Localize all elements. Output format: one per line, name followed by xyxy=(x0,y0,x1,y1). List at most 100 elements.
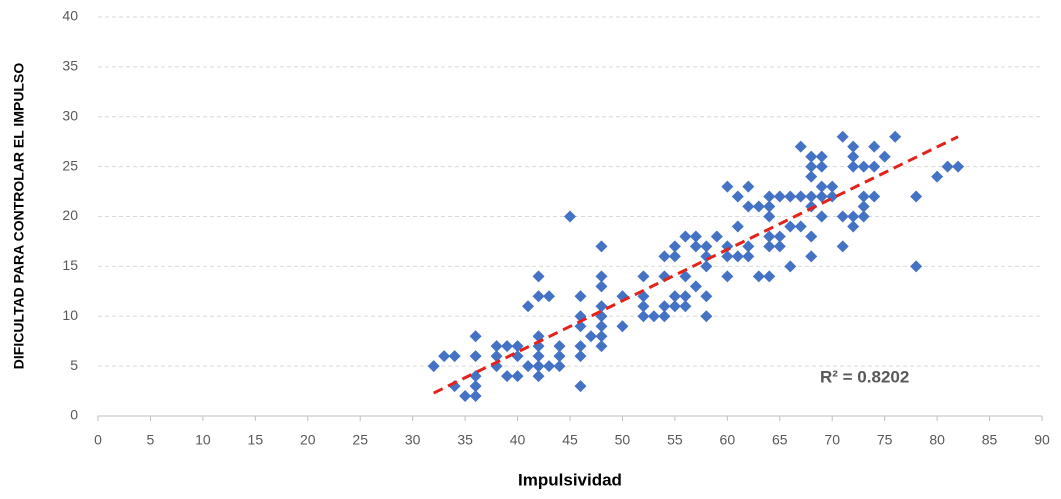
x-tick-label: 80 xyxy=(929,432,945,448)
point xyxy=(679,290,692,303)
x-tick-label: 25 xyxy=(352,432,368,448)
point xyxy=(668,250,681,263)
x-axis-title: Impulsividad xyxy=(518,470,622,489)
y-tick-label: 0 xyxy=(70,407,78,423)
point xyxy=(574,320,587,333)
point xyxy=(595,240,608,253)
x-tick-label: 55 xyxy=(667,432,683,448)
point xyxy=(752,270,765,283)
point xyxy=(438,350,451,363)
x-tick-label: 15 xyxy=(248,432,264,448)
point xyxy=(857,210,870,223)
point xyxy=(616,320,629,333)
point xyxy=(847,150,860,163)
x-tick-label: 5 xyxy=(147,432,155,448)
point xyxy=(742,240,755,253)
point xyxy=(595,280,608,293)
y-tick-label: 15 xyxy=(62,257,78,273)
point xyxy=(469,370,482,383)
y-axis-title: DIFICULTAD PARA CONTROLAR EL IMPULSO xyxy=(11,63,27,370)
point xyxy=(910,190,923,203)
point xyxy=(805,150,818,163)
point xyxy=(847,140,860,153)
point xyxy=(752,200,765,213)
point xyxy=(784,190,797,203)
point xyxy=(553,340,566,353)
point xyxy=(637,300,650,313)
point xyxy=(910,260,923,273)
point xyxy=(836,130,849,143)
point xyxy=(501,370,514,383)
point xyxy=(763,190,776,203)
point xyxy=(805,170,818,183)
point xyxy=(689,240,702,253)
point xyxy=(511,350,524,363)
point xyxy=(490,350,503,363)
point xyxy=(868,160,881,173)
point xyxy=(931,170,944,183)
point xyxy=(532,370,545,383)
x-tick-label: 70 xyxy=(824,432,840,448)
point xyxy=(826,180,839,193)
point xyxy=(595,320,608,333)
point xyxy=(805,250,818,263)
point xyxy=(700,310,713,323)
point xyxy=(595,330,608,343)
y-tick-label: 10 xyxy=(62,307,78,323)
point xyxy=(679,300,692,313)
point xyxy=(889,130,902,143)
point xyxy=(668,300,681,313)
point xyxy=(805,190,818,203)
point xyxy=(543,290,556,303)
point xyxy=(501,340,514,353)
y-tick-label: 30 xyxy=(62,107,78,123)
point xyxy=(815,160,828,173)
point xyxy=(459,390,472,403)
point xyxy=(794,190,807,203)
point xyxy=(668,290,681,303)
point xyxy=(815,150,828,163)
point xyxy=(448,350,461,363)
point xyxy=(490,340,503,353)
point xyxy=(773,240,786,253)
x-tick-label: 0 xyxy=(94,432,102,448)
point xyxy=(637,310,650,323)
point xyxy=(847,210,860,223)
point xyxy=(763,230,776,243)
point xyxy=(427,360,440,373)
point xyxy=(763,210,776,223)
point xyxy=(878,150,891,163)
point xyxy=(742,180,755,193)
point xyxy=(731,190,744,203)
point xyxy=(857,160,870,173)
point xyxy=(731,220,744,233)
point xyxy=(553,350,566,363)
x-tick-label: 45 xyxy=(562,432,578,448)
point xyxy=(868,190,881,203)
x-tick-label: 90 xyxy=(1034,432,1050,448)
point xyxy=(847,220,860,233)
point xyxy=(731,250,744,263)
point xyxy=(647,310,660,323)
point xyxy=(773,230,786,243)
point xyxy=(574,290,587,303)
point xyxy=(564,210,576,223)
point xyxy=(532,270,545,283)
point xyxy=(469,390,482,403)
point xyxy=(700,240,713,253)
point xyxy=(637,270,650,283)
point xyxy=(742,250,755,263)
x-tick-label: 35 xyxy=(457,432,473,448)
point xyxy=(868,140,881,153)
point xyxy=(543,360,556,373)
point xyxy=(658,250,671,263)
point xyxy=(763,200,776,213)
point xyxy=(794,220,807,233)
point xyxy=(815,190,828,203)
point xyxy=(522,300,535,313)
point xyxy=(595,340,608,353)
point xyxy=(469,380,482,393)
point xyxy=(721,250,734,263)
point xyxy=(847,160,860,173)
